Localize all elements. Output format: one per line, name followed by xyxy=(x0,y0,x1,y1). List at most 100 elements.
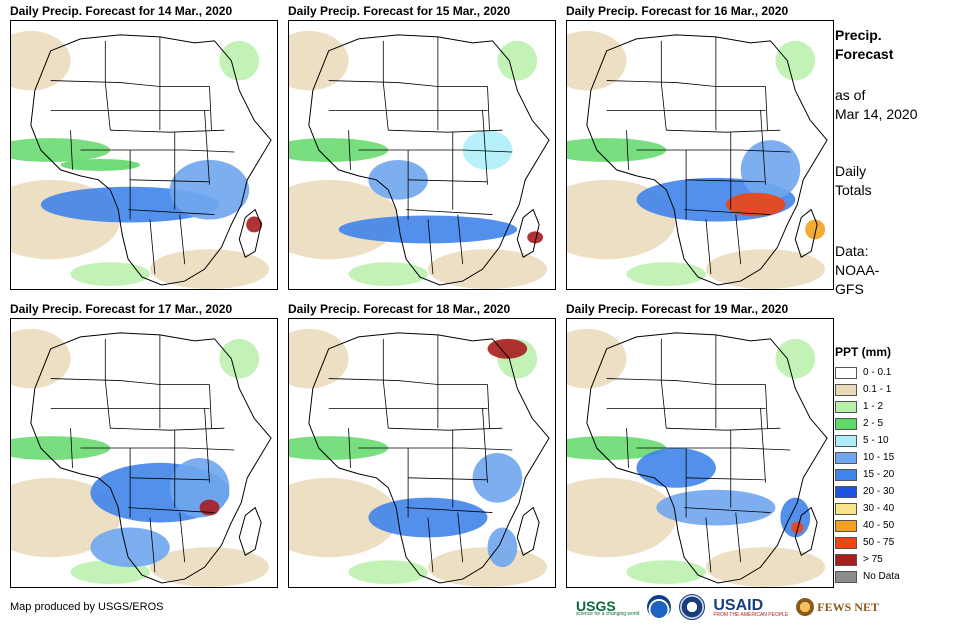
country-border xyxy=(149,219,156,275)
precip-area xyxy=(626,262,706,287)
country-border xyxy=(457,214,464,265)
country-border xyxy=(406,209,493,215)
precip-area xyxy=(567,30,627,91)
usgs-logo: USGS science for a changing world xyxy=(576,598,639,617)
heading-line: Forecast xyxy=(835,46,894,62)
precip-area xyxy=(705,547,826,587)
legend-label: 20 - 30 xyxy=(863,486,895,497)
country-border xyxy=(760,408,766,483)
fews-logo-text: FEWS NET xyxy=(817,599,879,614)
coastline xyxy=(586,34,828,286)
legend-swatch xyxy=(835,417,857,430)
country-border xyxy=(130,179,210,183)
country-border xyxy=(765,86,768,131)
as-of-label: as of xyxy=(835,87,866,103)
country-border xyxy=(705,517,712,573)
country-border xyxy=(660,40,667,131)
country-border xyxy=(70,428,73,468)
coastline xyxy=(516,506,540,556)
country-border xyxy=(104,40,111,131)
country-border xyxy=(348,428,351,468)
map-graphic xyxy=(567,30,828,289)
country-border xyxy=(760,110,766,185)
precip-map xyxy=(288,20,556,290)
precip-area xyxy=(725,192,786,217)
heading-line: Precip. xyxy=(835,27,882,43)
country-border xyxy=(735,512,742,563)
legend-label: 50 - 75 xyxy=(863,537,895,548)
precip-area xyxy=(427,547,548,587)
precip-map xyxy=(566,20,834,290)
legend-swatch xyxy=(835,519,857,532)
usaid-logo: USAID FROM THE AMERICAN PEOPLE xyxy=(713,597,788,618)
country-border xyxy=(606,80,766,87)
legend-swatch xyxy=(835,536,857,549)
legend-swatch xyxy=(835,451,857,464)
country-border xyxy=(128,507,215,513)
country-border xyxy=(110,129,225,133)
legend-item: 30 - 40 xyxy=(835,500,955,517)
precip-map xyxy=(566,318,834,588)
country-border xyxy=(179,512,186,563)
country-border xyxy=(666,129,781,133)
country-border xyxy=(636,149,791,153)
precip-area xyxy=(626,560,706,585)
country-border xyxy=(482,408,488,483)
usaid-logo-text: USAID xyxy=(713,596,764,614)
country-border xyxy=(487,86,490,131)
country-border xyxy=(80,149,235,153)
country-border xyxy=(128,209,215,215)
legend-swatch xyxy=(835,485,857,498)
country-border xyxy=(684,209,771,215)
legend-label: No Data xyxy=(863,571,900,582)
precip-area xyxy=(11,138,111,162)
partner-logos: USGS science for a changing world USAID … xyxy=(576,594,879,620)
legend-item: 40 - 50 xyxy=(835,517,955,534)
precip-area xyxy=(636,448,716,488)
panel-title: Daily Precip. Forecast for 16 Mar., 2020 xyxy=(566,4,789,18)
precip-area xyxy=(497,40,538,81)
precip-area xyxy=(567,138,667,162)
country-border xyxy=(149,517,156,573)
nasa-logo-icon xyxy=(679,594,706,620)
country-border xyxy=(735,214,742,265)
coastline xyxy=(30,34,272,286)
data-source-line: Data: xyxy=(835,243,869,259)
country-border xyxy=(209,384,212,429)
precip-area xyxy=(567,328,627,389)
data-source: Data: NOAA- GFS xyxy=(835,242,879,299)
legend-item: 1 - 2 xyxy=(835,398,955,415)
map-graphic xyxy=(11,328,272,587)
totals-label: Daily Totals xyxy=(835,162,872,200)
precip-area xyxy=(289,477,399,558)
fews-globe-icon xyxy=(796,598,815,616)
precip-area xyxy=(199,499,220,516)
precip-area xyxy=(487,527,518,568)
country-border xyxy=(765,384,768,429)
precip-area xyxy=(90,527,170,568)
legend-label: 10 - 15 xyxy=(863,452,895,463)
precip-area xyxy=(246,216,263,233)
country-border xyxy=(50,80,210,87)
precip-area xyxy=(567,477,677,558)
country-border xyxy=(179,214,186,265)
totals-line: Totals xyxy=(835,182,872,198)
precip-area xyxy=(427,249,548,289)
panel-title: Daily Precip. Forecast for 19 Mar., 2020 xyxy=(566,302,789,316)
precip-area xyxy=(149,249,270,289)
precip-area xyxy=(740,140,801,200)
precip-map xyxy=(288,318,556,588)
country-border xyxy=(382,338,389,429)
precip-area xyxy=(487,338,528,359)
precip-area xyxy=(462,130,513,170)
precip-map xyxy=(10,20,278,290)
precip-area xyxy=(219,338,260,379)
coastline xyxy=(308,332,550,584)
legend-label: 2 - 5 xyxy=(863,418,884,429)
country-border xyxy=(328,80,488,87)
noaa-logo-icon xyxy=(647,595,672,619)
country-border xyxy=(427,219,434,275)
precip-area xyxy=(368,497,488,538)
country-border xyxy=(388,427,503,431)
legend-item: 10 - 15 xyxy=(835,449,955,466)
